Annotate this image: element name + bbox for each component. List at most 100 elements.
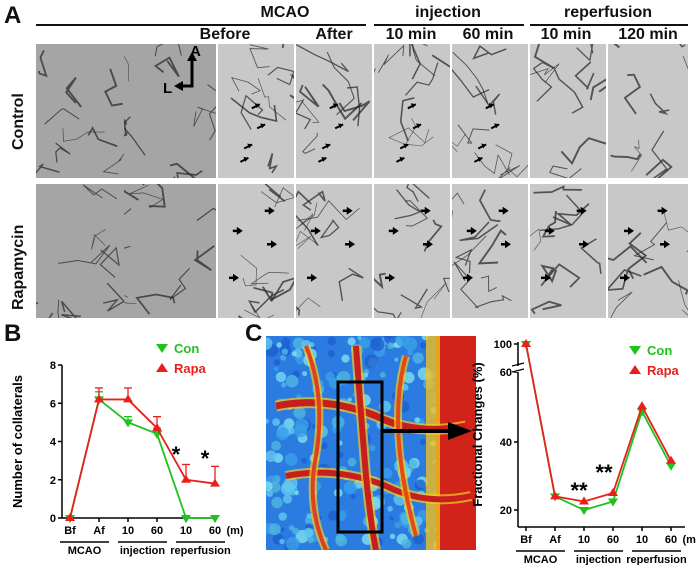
group-label: reperfusion — [170, 545, 231, 557]
x-tick-label: 10 — [636, 534, 648, 546]
header-after: After — [315, 26, 353, 43]
axis-break-mark — [511, 362, 525, 367]
y-tick-label: 8 — [50, 360, 56, 372]
header-rep-120: 120 min — [618, 26, 678, 43]
legend-label-rapa: Rapa — [647, 363, 680, 378]
marker-rapa — [637, 401, 647, 410]
row-label-control: Control — [10, 93, 27, 150]
series-line-con — [69, 397, 215, 519]
brain-image-r1-c6 — [530, 184, 606, 318]
marker-rapa — [579, 496, 589, 505]
marker-rapa — [550, 491, 560, 500]
header-mcao: MCAO — [260, 4, 310, 21]
significance-star: ** — [595, 460, 613, 485]
divider-reperfusion — [530, 24, 688, 26]
x-tick-label: 60 — [209, 525, 221, 537]
significance-star: ** — [570, 478, 588, 503]
header-inj-60: 60 min — [462, 26, 514, 43]
y-tick-label: 4 — [50, 437, 57, 449]
brain-image-r0-c7 — [608, 44, 688, 178]
marker-rapa — [94, 394, 104, 403]
y-tick-label: 20 — [500, 505, 512, 517]
row-label-rapamycin: Rapamycin — [10, 224, 27, 310]
brain-image-r0-c5 — [452, 44, 528, 178]
marker-rapa — [666, 455, 676, 464]
orientation-label-l: L — [163, 80, 173, 97]
header-reperfusion: reperfusion — [563, 4, 652, 21]
orientation-label-a: A — [190, 43, 201, 60]
significance-star: * — [172, 442, 181, 467]
brain-image-r0-c2 — [218, 44, 294, 178]
series-line-rapa — [69, 398, 216, 519]
marker-rapa — [123, 394, 133, 403]
x-unit-label: (m) — [226, 525, 243, 537]
marker-con — [579, 507, 589, 515]
group-label: injection — [120, 545, 166, 557]
x-tick-label: 10 — [578, 534, 590, 546]
legend-label-rapa: Rapa — [174, 361, 207, 376]
axis-break-mark — [511, 368, 525, 373]
marker-con — [608, 498, 618, 507]
marker-rapa — [65, 513, 75, 521]
group-label: MCAO — [68, 545, 102, 557]
marker-con — [666, 462, 676, 471]
series-line-rapa — [525, 343, 672, 503]
x-tick-label: 10 — [122, 525, 134, 537]
brain-image-r1-c5 — [452, 184, 528, 318]
legend-marker-con — [629, 346, 641, 355]
legend-marker-con — [156, 344, 168, 353]
y-tick-label: 60 — [500, 367, 512, 379]
legend-label-con: Con — [174, 341, 199, 356]
header-injection: injection — [415, 4, 481, 21]
marker-con — [123, 419, 133, 428]
x-tick-label: 60 — [665, 534, 677, 546]
x-tick-label: Bf — [520, 534, 532, 546]
chart-c: 20 40 60 100 Bf Af 10 60 10 60 (m) MCAO injection rep… — [470, 339, 696, 565]
x-tick-label: 60 — [607, 534, 619, 546]
heatmap-red-band — [436, 336, 476, 550]
brain-image-r1-c2 — [218, 184, 294, 318]
x-tick-label: 10 — [180, 525, 192, 537]
y-tick-label: 6 — [50, 398, 56, 410]
brain-image-r1-c1 — [124, 184, 216, 318]
marker-rapa — [608, 488, 618, 496]
significance-star: * — [201, 446, 210, 471]
brain-image-r0-c0 — [36, 44, 124, 178]
y-axis-label: Number of collaterals — [10, 375, 25, 508]
header-before: Before — [199, 26, 251, 43]
legend-marker-rapa — [156, 363, 168, 372]
y-tick-label: 0 — [50, 513, 56, 525]
y-tick-label: 2 — [50, 475, 56, 487]
brain-image-r0-c3 — [296, 44, 372, 178]
brain-image-r1-c7 — [608, 184, 688, 318]
brain-image-r1-c3 — [296, 184, 372, 318]
group-label: injection — [576, 554, 622, 565]
x-unit-label: (m) — [682, 534, 696, 546]
brain-image-r1-c4 — [374, 184, 450, 318]
header-inj-10: 10 min — [385, 26, 437, 43]
legend-marker-rapa — [629, 365, 641, 374]
axis-break — [512, 366, 524, 372]
roi-box — [336, 380, 384, 534]
chart-b: 0 2 4 6 8 Bf Af 10 60 10 60 (m) MCAO injection reperfu… — [10, 341, 244, 557]
divider-mcao — [36, 24, 366, 26]
brain-image-r0-c1 — [124, 44, 216, 178]
roi-arrow-head — [448, 422, 472, 440]
x-tick-label: Af — [549, 534, 561, 546]
y-tick-label: 100 — [494, 339, 512, 351]
brain-image-r1-c0 — [36, 184, 124, 318]
brain-image-r0-c4 — [374, 44, 450, 178]
marker-rapa — [152, 423, 162, 432]
marker-rapa — [181, 474, 191, 483]
x-tick-label: 60 — [151, 525, 163, 537]
group-label: MCAO — [524, 554, 558, 565]
legend-label-con: Con — [647, 343, 672, 358]
marker-rapa — [521, 339, 531, 347]
marker-con — [210, 515, 220, 523]
divider-injection — [374, 24, 524, 26]
marker-rapa — [210, 478, 220, 487]
header-rep-10: 10 min — [540, 26, 592, 43]
y-tick-label: 40 — [500, 437, 512, 449]
brain-image-r0-c6 — [530, 44, 606, 178]
heatmap-image — [266, 336, 476, 550]
